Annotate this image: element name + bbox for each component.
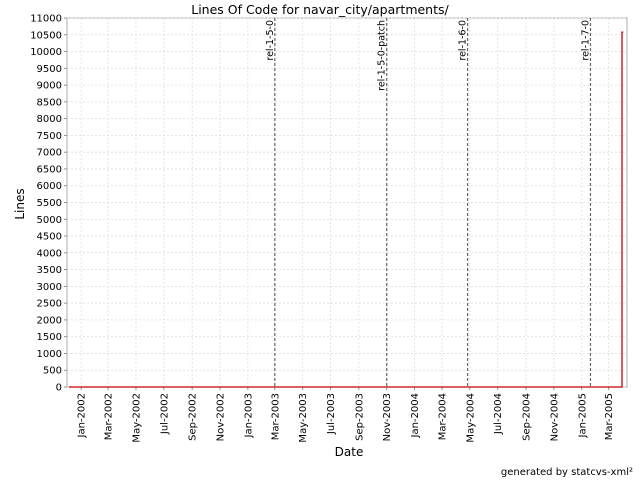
y-tick-label: 10000 — [30, 47, 62, 58]
y-tick-label: 0 — [56, 383, 62, 394]
y-tick-label: 8500 — [37, 97, 62, 108]
y-tick-label: 6500 — [37, 164, 62, 175]
y-tick-label: 4000 — [37, 248, 62, 259]
x-tick-label: Jan-2003 — [243, 393, 254, 438]
x-tick-label: Sep-2002 — [188, 393, 199, 441]
generator-credit: generated by statcvs-xml² — [501, 467, 633, 478]
x-tick-label: Mar-2005 — [604, 393, 615, 440]
x-tick-label: Mar-2004 — [438, 393, 449, 440]
release-marker-label: rel-1-5-0 — [265, 20, 276, 61]
y-axis: 0 500 1000 1500 2000 2500 3000 3500 4000 4500 5000… — [30, 14, 67, 394]
chart-title: Lines Of Code for navar_city/apartments/ — [191, 2, 449, 17]
x-tick-label: Jul-2004 — [493, 393, 504, 435]
y-tick-label: 8000 — [37, 114, 62, 125]
x-tick-label: Sep-2003 — [354, 393, 365, 441]
x-tick-label: May-2002 — [131, 393, 142, 443]
x-tick-label: May-2003 — [298, 393, 309, 443]
release-marker-label: rel-1-7-0 — [580, 20, 591, 61]
y-tick-label: 5000 — [37, 215, 62, 226]
x-tick-label: May-2004 — [465, 393, 476, 443]
x-tick-label: Nov-2004 — [549, 393, 560, 441]
x-tick-label: Jul-2003 — [326, 393, 337, 435]
x-tick-label: Mar-2003 — [270, 393, 281, 440]
y-tick-label: 11000 — [30, 14, 62, 25]
y-tick-label: 3500 — [37, 265, 62, 276]
x-tick-label: Nov-2002 — [216, 393, 227, 441]
series-layer — [68, 31, 624, 388]
x-tick-label: Jan-2002 — [77, 393, 88, 438]
y-tick-label: 2000 — [37, 315, 62, 326]
y-tick-label: 7000 — [37, 148, 62, 159]
y-tick-label: 5500 — [37, 198, 62, 209]
x-tick-label: Sep-2004 — [522, 393, 533, 441]
release-marker-label: rel-1-6-0 — [458, 20, 469, 61]
x-tick-label: Jan-2004 — [410, 393, 421, 438]
x-axis: Jan-2002 Mar-2002 May-2002 Jul-2002 Sep-2002… — [77, 387, 615, 443]
y-tick-label: 6000 — [37, 181, 62, 192]
y-tick-label: 1000 — [37, 349, 62, 360]
y-axis-label: Lines — [13, 188, 27, 219]
x-axis-label: Date — [335, 445, 364, 459]
y-tick-label: 2500 — [37, 299, 62, 310]
y-tick-label: 10500 — [30, 30, 62, 41]
x-tick-label: Mar-2002 — [104, 393, 115, 440]
y-tick-label: 4500 — [37, 232, 62, 243]
series-line — [68, 31, 624, 388]
y-tick-label: 500 — [43, 366, 62, 377]
y-tick-label: 3000 — [37, 282, 62, 293]
y-tick-label: 9500 — [37, 64, 62, 75]
y-tick-label: 1500 — [37, 332, 62, 343]
release-markers: rel-1-5-0 rel-1-5-0-patch rel-1-6-0 rel-1-7… — [265, 18, 591, 387]
x-tick-label: Jul-2002 — [159, 393, 170, 435]
x-tick-label: Nov-2003 — [382, 393, 393, 441]
x-tick-label: Jan-2005 — [577, 393, 588, 438]
y-tick-label: 7500 — [37, 131, 62, 142]
y-tick-label: 9000 — [37, 81, 62, 92]
release-marker-label: rel-1-5-0-patch — [377, 20, 388, 91]
